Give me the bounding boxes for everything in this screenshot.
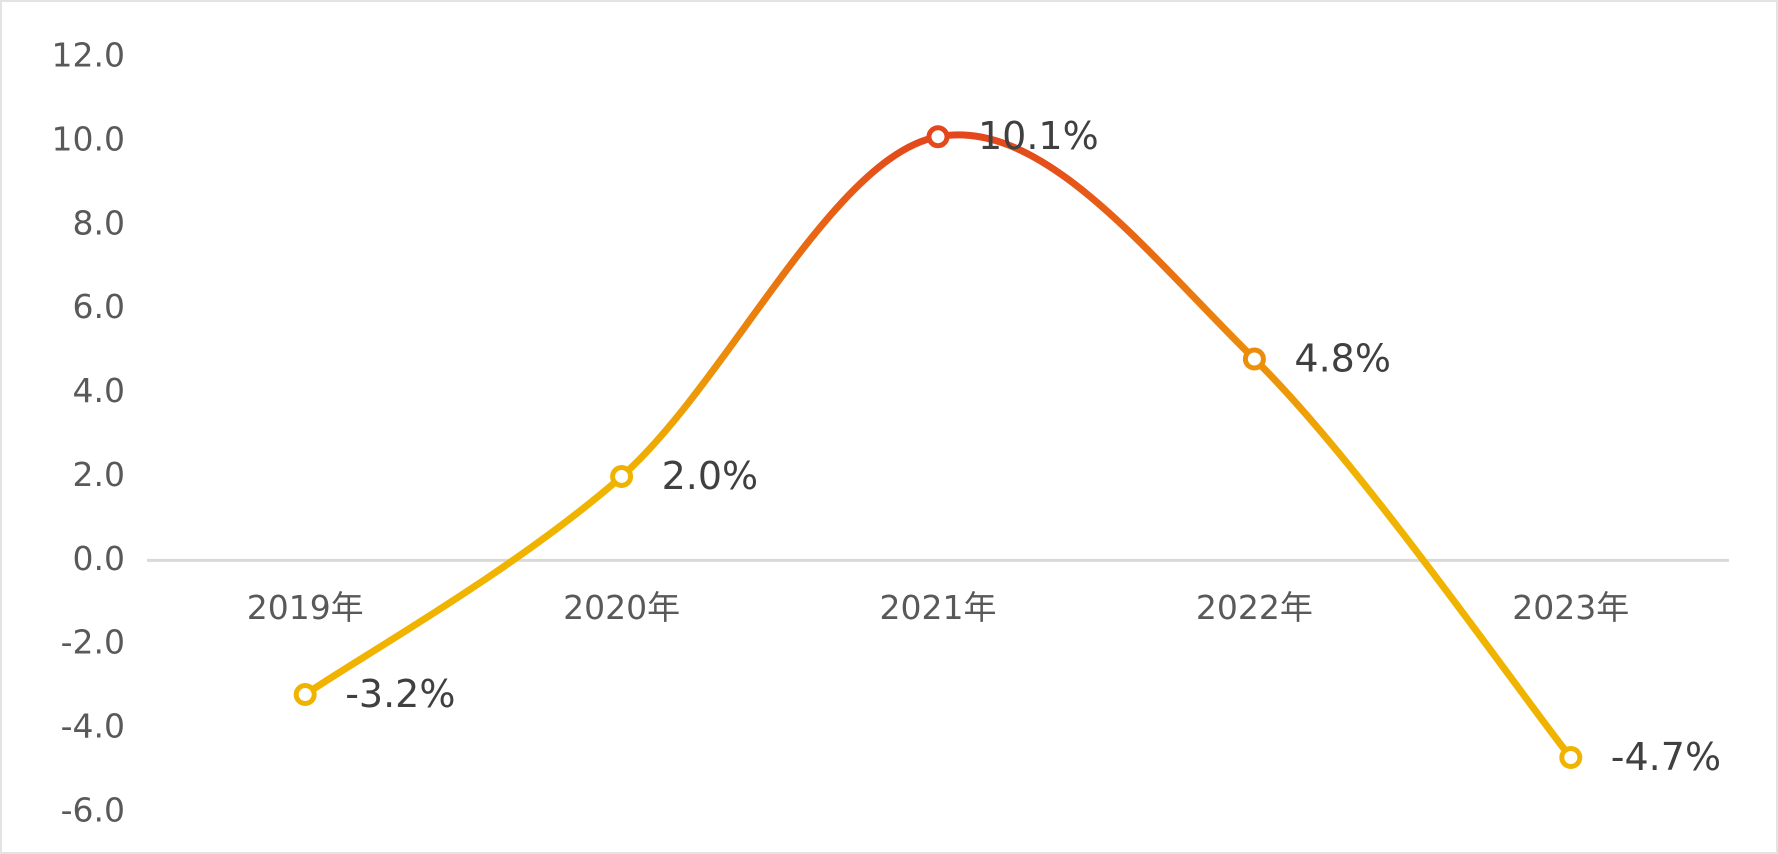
x-tick-label: 2019年 [247, 588, 364, 627]
y-tick-label: 8.0 [73, 203, 125, 242]
y-tick-label: 10.0 [52, 119, 125, 158]
data-label: 10.1% [978, 114, 1099, 158]
x-tick-label: 2023年 [1512, 588, 1629, 627]
data-label: -3.2% [345, 672, 455, 716]
marker [926, 125, 950, 149]
marker [1559, 745, 1583, 769]
marker [610, 464, 634, 488]
marker [1242, 347, 1266, 371]
y-tick-label: -6.0 [61, 791, 125, 830]
marker [293, 683, 317, 707]
y-tick-label: 12.0 [52, 36, 125, 75]
y-tick-label: 4.0 [73, 371, 125, 410]
y-tick-label: -2.0 [61, 623, 125, 662]
x-tick-label: 2021年 [880, 588, 997, 627]
y-tick-label: 6.0 [73, 287, 125, 326]
x-tick-label: 2020年 [563, 588, 680, 627]
data-label: 2.0% [662, 454, 759, 498]
x-tick-label: 2022年 [1196, 588, 1313, 627]
y-tick-label: 0.0 [73, 539, 125, 578]
data-label: 4.8% [1294, 337, 1391, 381]
y-tick-label: 2.0 [73, 455, 125, 494]
data-label: -4.7% [1611, 735, 1721, 779]
y-tick-label: -4.0 [61, 707, 125, 746]
